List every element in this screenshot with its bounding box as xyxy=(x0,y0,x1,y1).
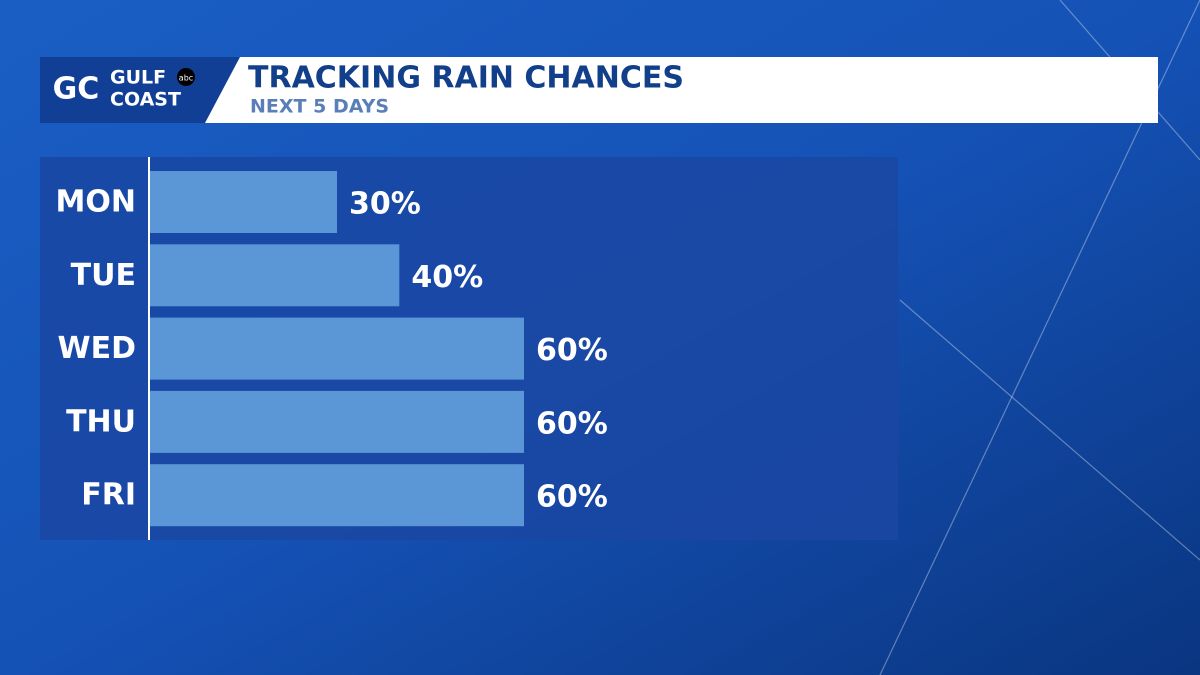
logo-line1: GULF xyxy=(110,67,166,89)
bar xyxy=(150,317,524,380)
logo-mark: GC xyxy=(53,72,100,107)
category-label: FRI xyxy=(81,478,136,513)
value-label: 40% xyxy=(411,260,483,295)
network-logo: abc xyxy=(179,74,193,83)
bar xyxy=(150,464,524,527)
bar xyxy=(150,171,337,233)
category-label: TUE xyxy=(71,258,136,293)
category-label: MON xyxy=(56,185,136,220)
category-label: WED xyxy=(58,331,137,366)
category-label: THU xyxy=(66,404,136,439)
logo-line2: COAST xyxy=(110,89,181,111)
chart-title: TRACKING RAIN CHANCES xyxy=(248,61,684,96)
bar xyxy=(150,244,400,307)
value-label: 60% xyxy=(536,480,608,515)
network-badge xyxy=(177,68,195,86)
value-label: 60% xyxy=(536,333,608,368)
chart-subtitle: NEXT 5 DAYS xyxy=(250,96,389,118)
value-label: 30% xyxy=(349,187,421,222)
value-label: 60% xyxy=(536,406,608,441)
bar xyxy=(150,390,524,453)
